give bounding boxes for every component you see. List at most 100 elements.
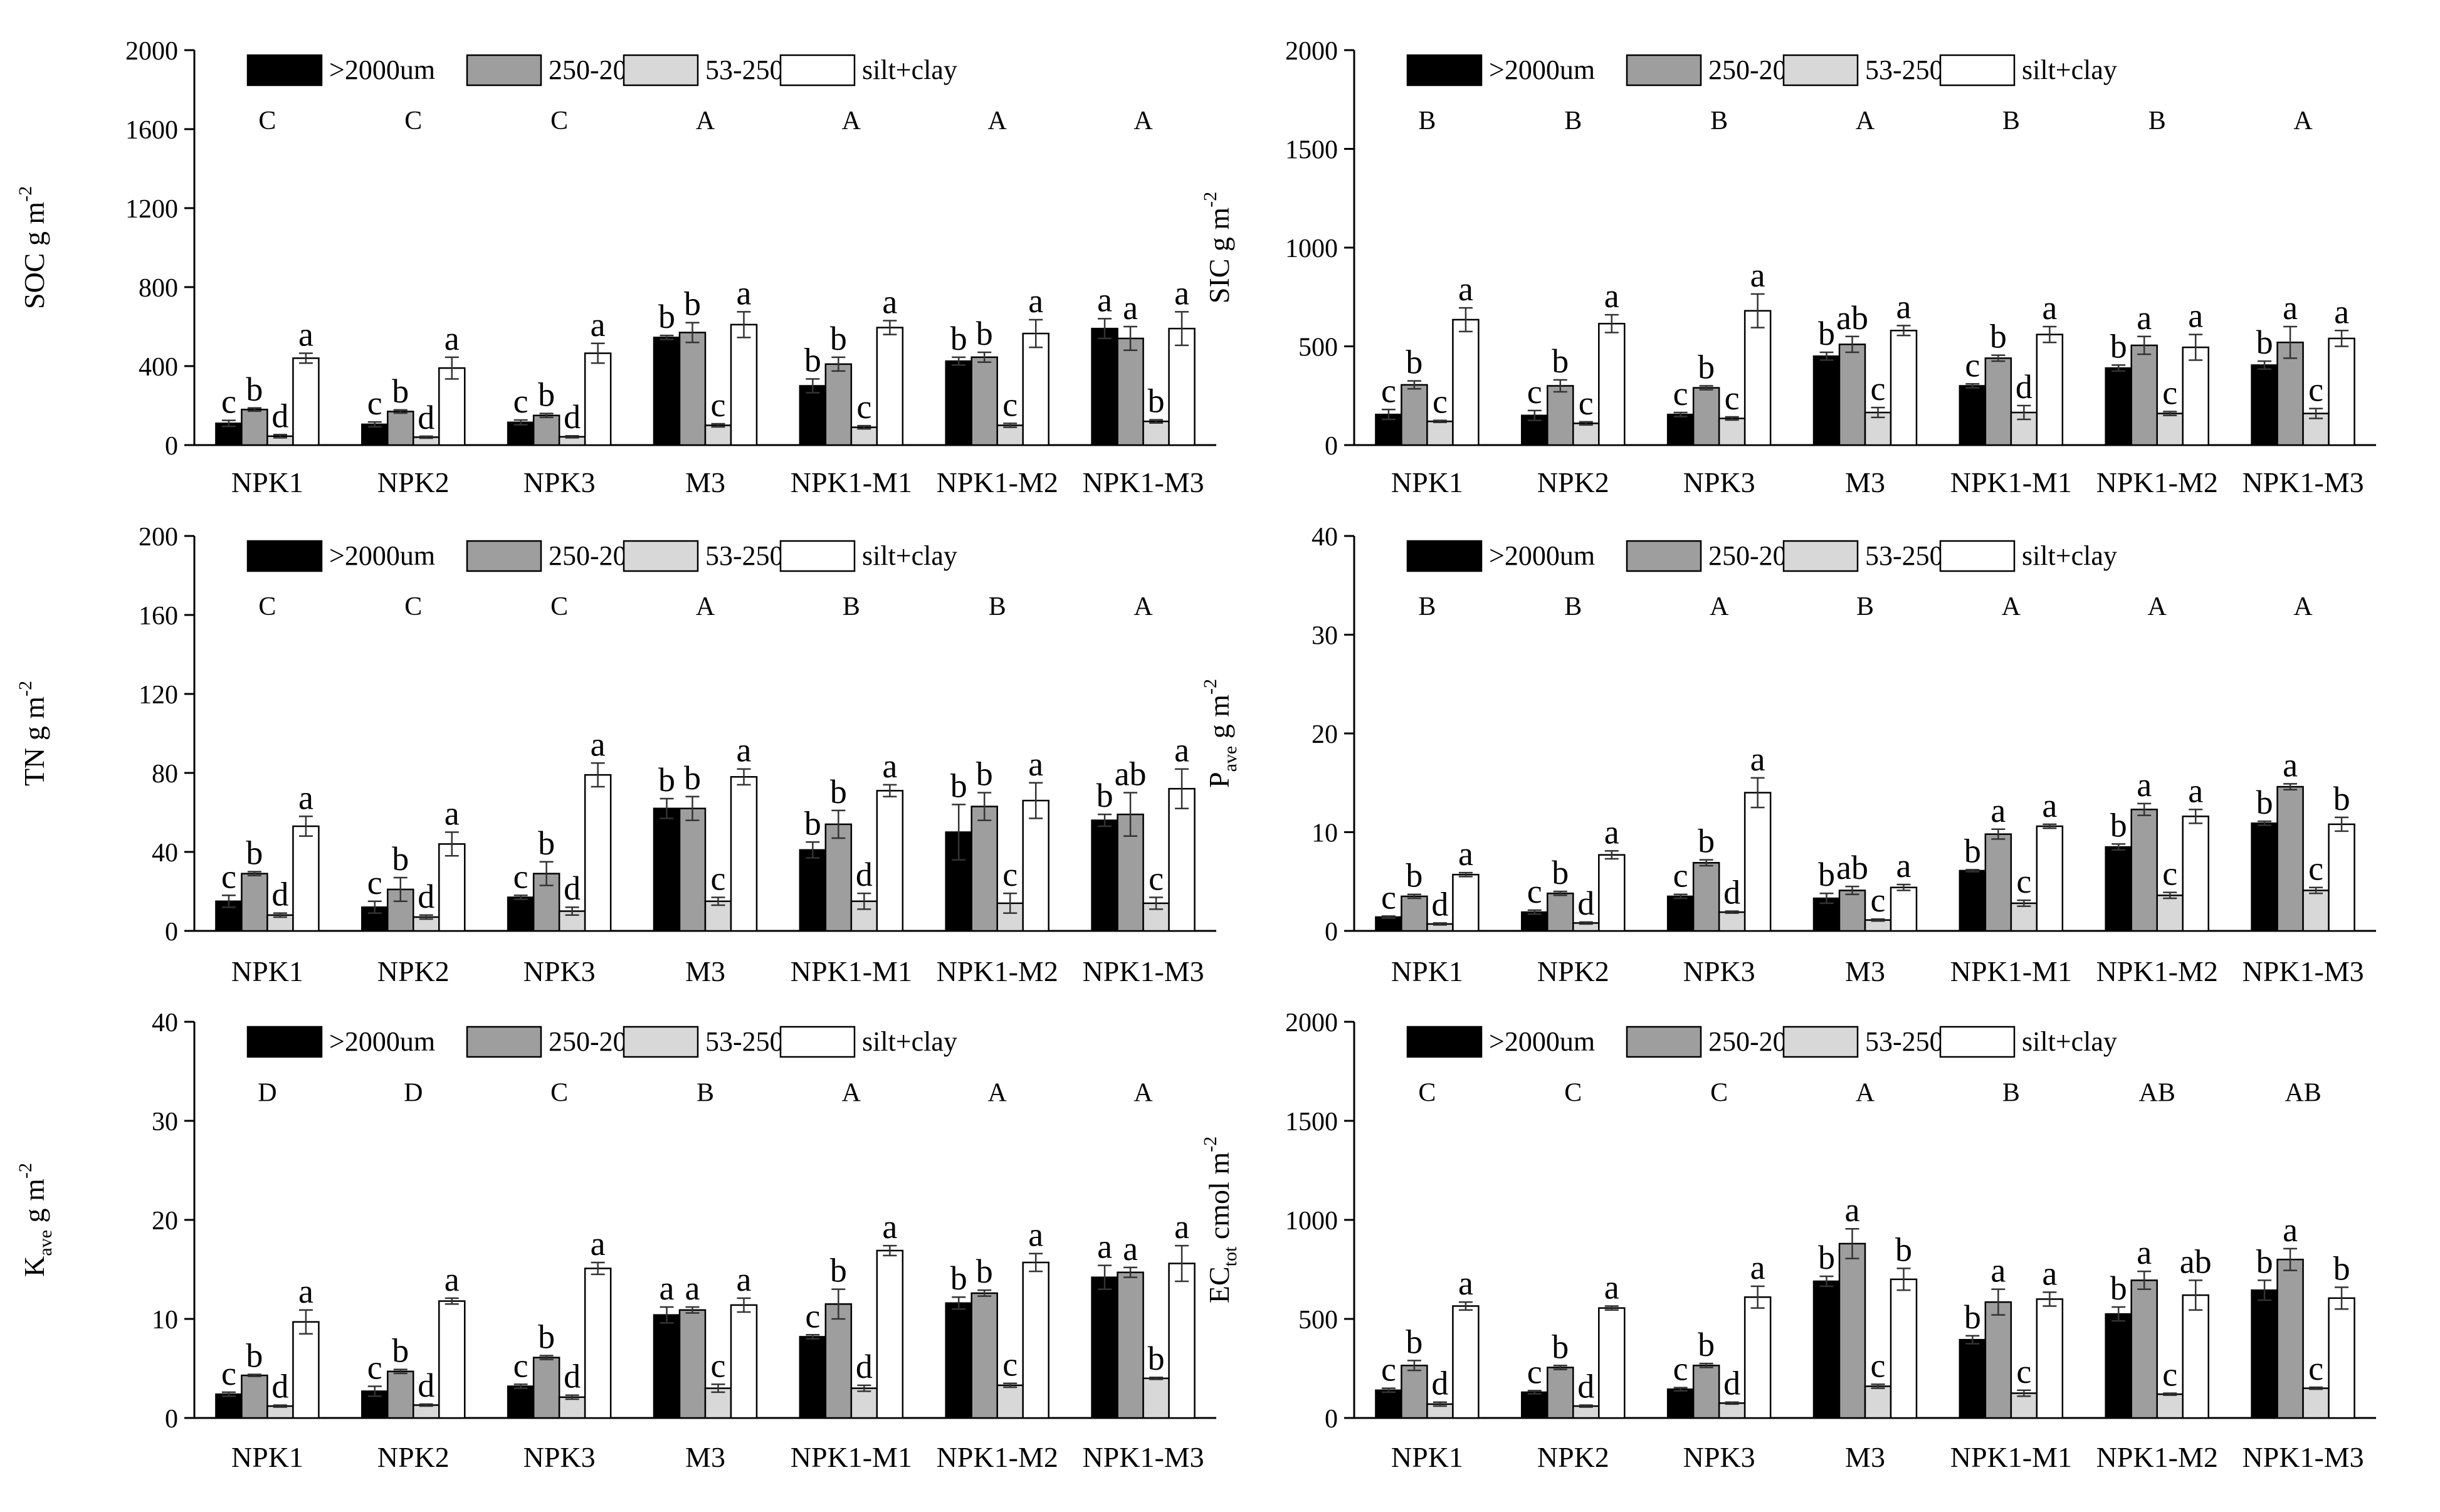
x-tick-label: NPK1-M3 bbox=[2242, 955, 2364, 987]
x-tick-label: M3 bbox=[1845, 955, 1885, 987]
significance-letter: d bbox=[418, 399, 434, 436]
legend-swatch bbox=[1939, 54, 2016, 87]
y-tick-label: 0 bbox=[1325, 918, 1338, 947]
bar bbox=[1572, 423, 1600, 446]
bar bbox=[1401, 1365, 1428, 1419]
significance-letter: b bbox=[1818, 856, 1835, 893]
bar bbox=[241, 1374, 268, 1419]
significance-letter: a bbox=[1750, 1249, 1765, 1286]
x-tick-label: NPK1-M1 bbox=[791, 466, 912, 498]
bar bbox=[1022, 799, 1049, 932]
significance-letter: d bbox=[271, 1367, 288, 1405]
group-letter: AB bbox=[2285, 1078, 2321, 1107]
significance-letter: b bbox=[392, 372, 409, 410]
significance-letter: a bbox=[2188, 772, 2203, 809]
bar bbox=[1547, 1367, 1574, 1419]
legend-swatch bbox=[1782, 54, 1859, 87]
significance-letter: a bbox=[444, 795, 460, 832]
significance-letter: a bbox=[1174, 274, 1189, 312]
y-tick-label: 20 bbox=[1312, 720, 1338, 749]
bar bbox=[1521, 1391, 1549, 1419]
group-letter: B bbox=[843, 592, 860, 621]
significance-letter: b bbox=[2110, 1269, 2127, 1307]
significance-letter: a bbox=[882, 283, 897, 321]
bar bbox=[1547, 892, 1574, 932]
y-axis-label-main: TN g m bbox=[18, 696, 50, 786]
bar bbox=[1718, 1402, 1746, 1419]
significance-letter: b bbox=[976, 315, 993, 352]
bar bbox=[2036, 825, 2064, 932]
significance-letter: a bbox=[1845, 1191, 1860, 1229]
significance-letter: a bbox=[2334, 293, 2349, 330]
significance-letter: c bbox=[1965, 346, 1980, 384]
significance-letter: b bbox=[1990, 318, 2007, 355]
bar bbox=[1692, 387, 1720, 446]
x-tick-label: NPK1 bbox=[231, 1441, 303, 1473]
significance-letter: ab bbox=[1836, 299, 1868, 337]
y-axis-label-sup: -2 bbox=[1200, 679, 1221, 695]
significance-letter: c bbox=[1579, 384, 1594, 422]
x-tick-label: NPK3 bbox=[523, 1441, 596, 1473]
bar bbox=[1375, 916, 1402, 932]
significance-letter: a bbox=[2137, 766, 2152, 804]
bar bbox=[2105, 367, 2132, 446]
bar bbox=[387, 411, 414, 446]
significance-letter: a bbox=[2042, 1254, 2057, 1292]
significance-letter: b bbox=[1552, 854, 1569, 891]
bar bbox=[2182, 346, 2209, 446]
bar bbox=[730, 323, 758, 446]
bar bbox=[1959, 869, 1987, 932]
significance-letter: a bbox=[591, 1225, 606, 1263]
significance-letter: a bbox=[737, 274, 752, 312]
bar bbox=[970, 356, 998, 446]
significance-letter: b bbox=[1964, 1298, 1981, 1336]
significance-letter: b bbox=[2333, 1249, 2350, 1287]
bar bbox=[1117, 337, 1144, 446]
bar bbox=[2036, 333, 2064, 446]
legend-swatch bbox=[466, 1026, 542, 1058]
legend-label: silt+clay bbox=[862, 55, 957, 85]
significance-letter: c bbox=[1673, 857, 1688, 895]
group-letter: C bbox=[1418, 1078, 1436, 1107]
significance-letter: d bbox=[271, 876, 288, 913]
y-axis-label-sup: -2 bbox=[15, 681, 36, 696]
group-letter: A bbox=[1710, 592, 1729, 621]
significance-letter: a bbox=[882, 747, 897, 785]
bar bbox=[1022, 332, 1049, 446]
y-tick-label: 0 bbox=[1325, 432, 1338, 461]
group-letter: A bbox=[1133, 592, 1153, 621]
bar bbox=[266, 1405, 294, 1419]
significance-letter: b bbox=[2256, 1242, 2273, 1280]
x-tick-label: NPK1-M3 bbox=[1082, 466, 1204, 498]
group-letter: A bbox=[2293, 592, 2313, 621]
x-tick-label: NPK1-M3 bbox=[1082, 955, 1204, 987]
significance-letter: a bbox=[1750, 256, 1765, 294]
group-letter: B bbox=[2002, 107, 2020, 135]
legend-swatch bbox=[623, 1026, 699, 1058]
x-tick-label: NPK1 bbox=[1391, 955, 1463, 987]
bar bbox=[1890, 886, 1918, 932]
significance-letter: ab bbox=[1836, 849, 1868, 886]
y-axis-label: SOC g m-2 bbox=[15, 186, 50, 309]
x-tick-label: NPK1-M3 bbox=[2242, 466, 2364, 498]
significance-letter: a bbox=[298, 1273, 313, 1310]
significance-letter: c bbox=[367, 864, 382, 901]
y-tick-label: 10 bbox=[1312, 819, 1338, 848]
significance-letter: c bbox=[1002, 856, 1018, 893]
y-tick-label: 1000 bbox=[1285, 234, 1338, 263]
significance-letter: c bbox=[711, 859, 726, 897]
bar bbox=[2156, 1393, 2184, 1419]
bar bbox=[532, 1357, 560, 1419]
bar bbox=[2182, 816, 2209, 932]
y-tick-label: 10 bbox=[152, 1306, 178, 1335]
bar bbox=[1718, 417, 1746, 446]
significance-letter: c bbox=[1381, 372, 1396, 409]
group-letter: A bbox=[1856, 107, 1875, 135]
bar bbox=[1959, 385, 1987, 446]
bar bbox=[1598, 854, 1626, 932]
significance-letter: a bbox=[1458, 1264, 1473, 1302]
y-tick-label: 120 bbox=[139, 681, 178, 710]
bar bbox=[2328, 1297, 2355, 1419]
significance-letter: c bbox=[2016, 1353, 2031, 1390]
bar bbox=[1117, 1271, 1144, 1419]
